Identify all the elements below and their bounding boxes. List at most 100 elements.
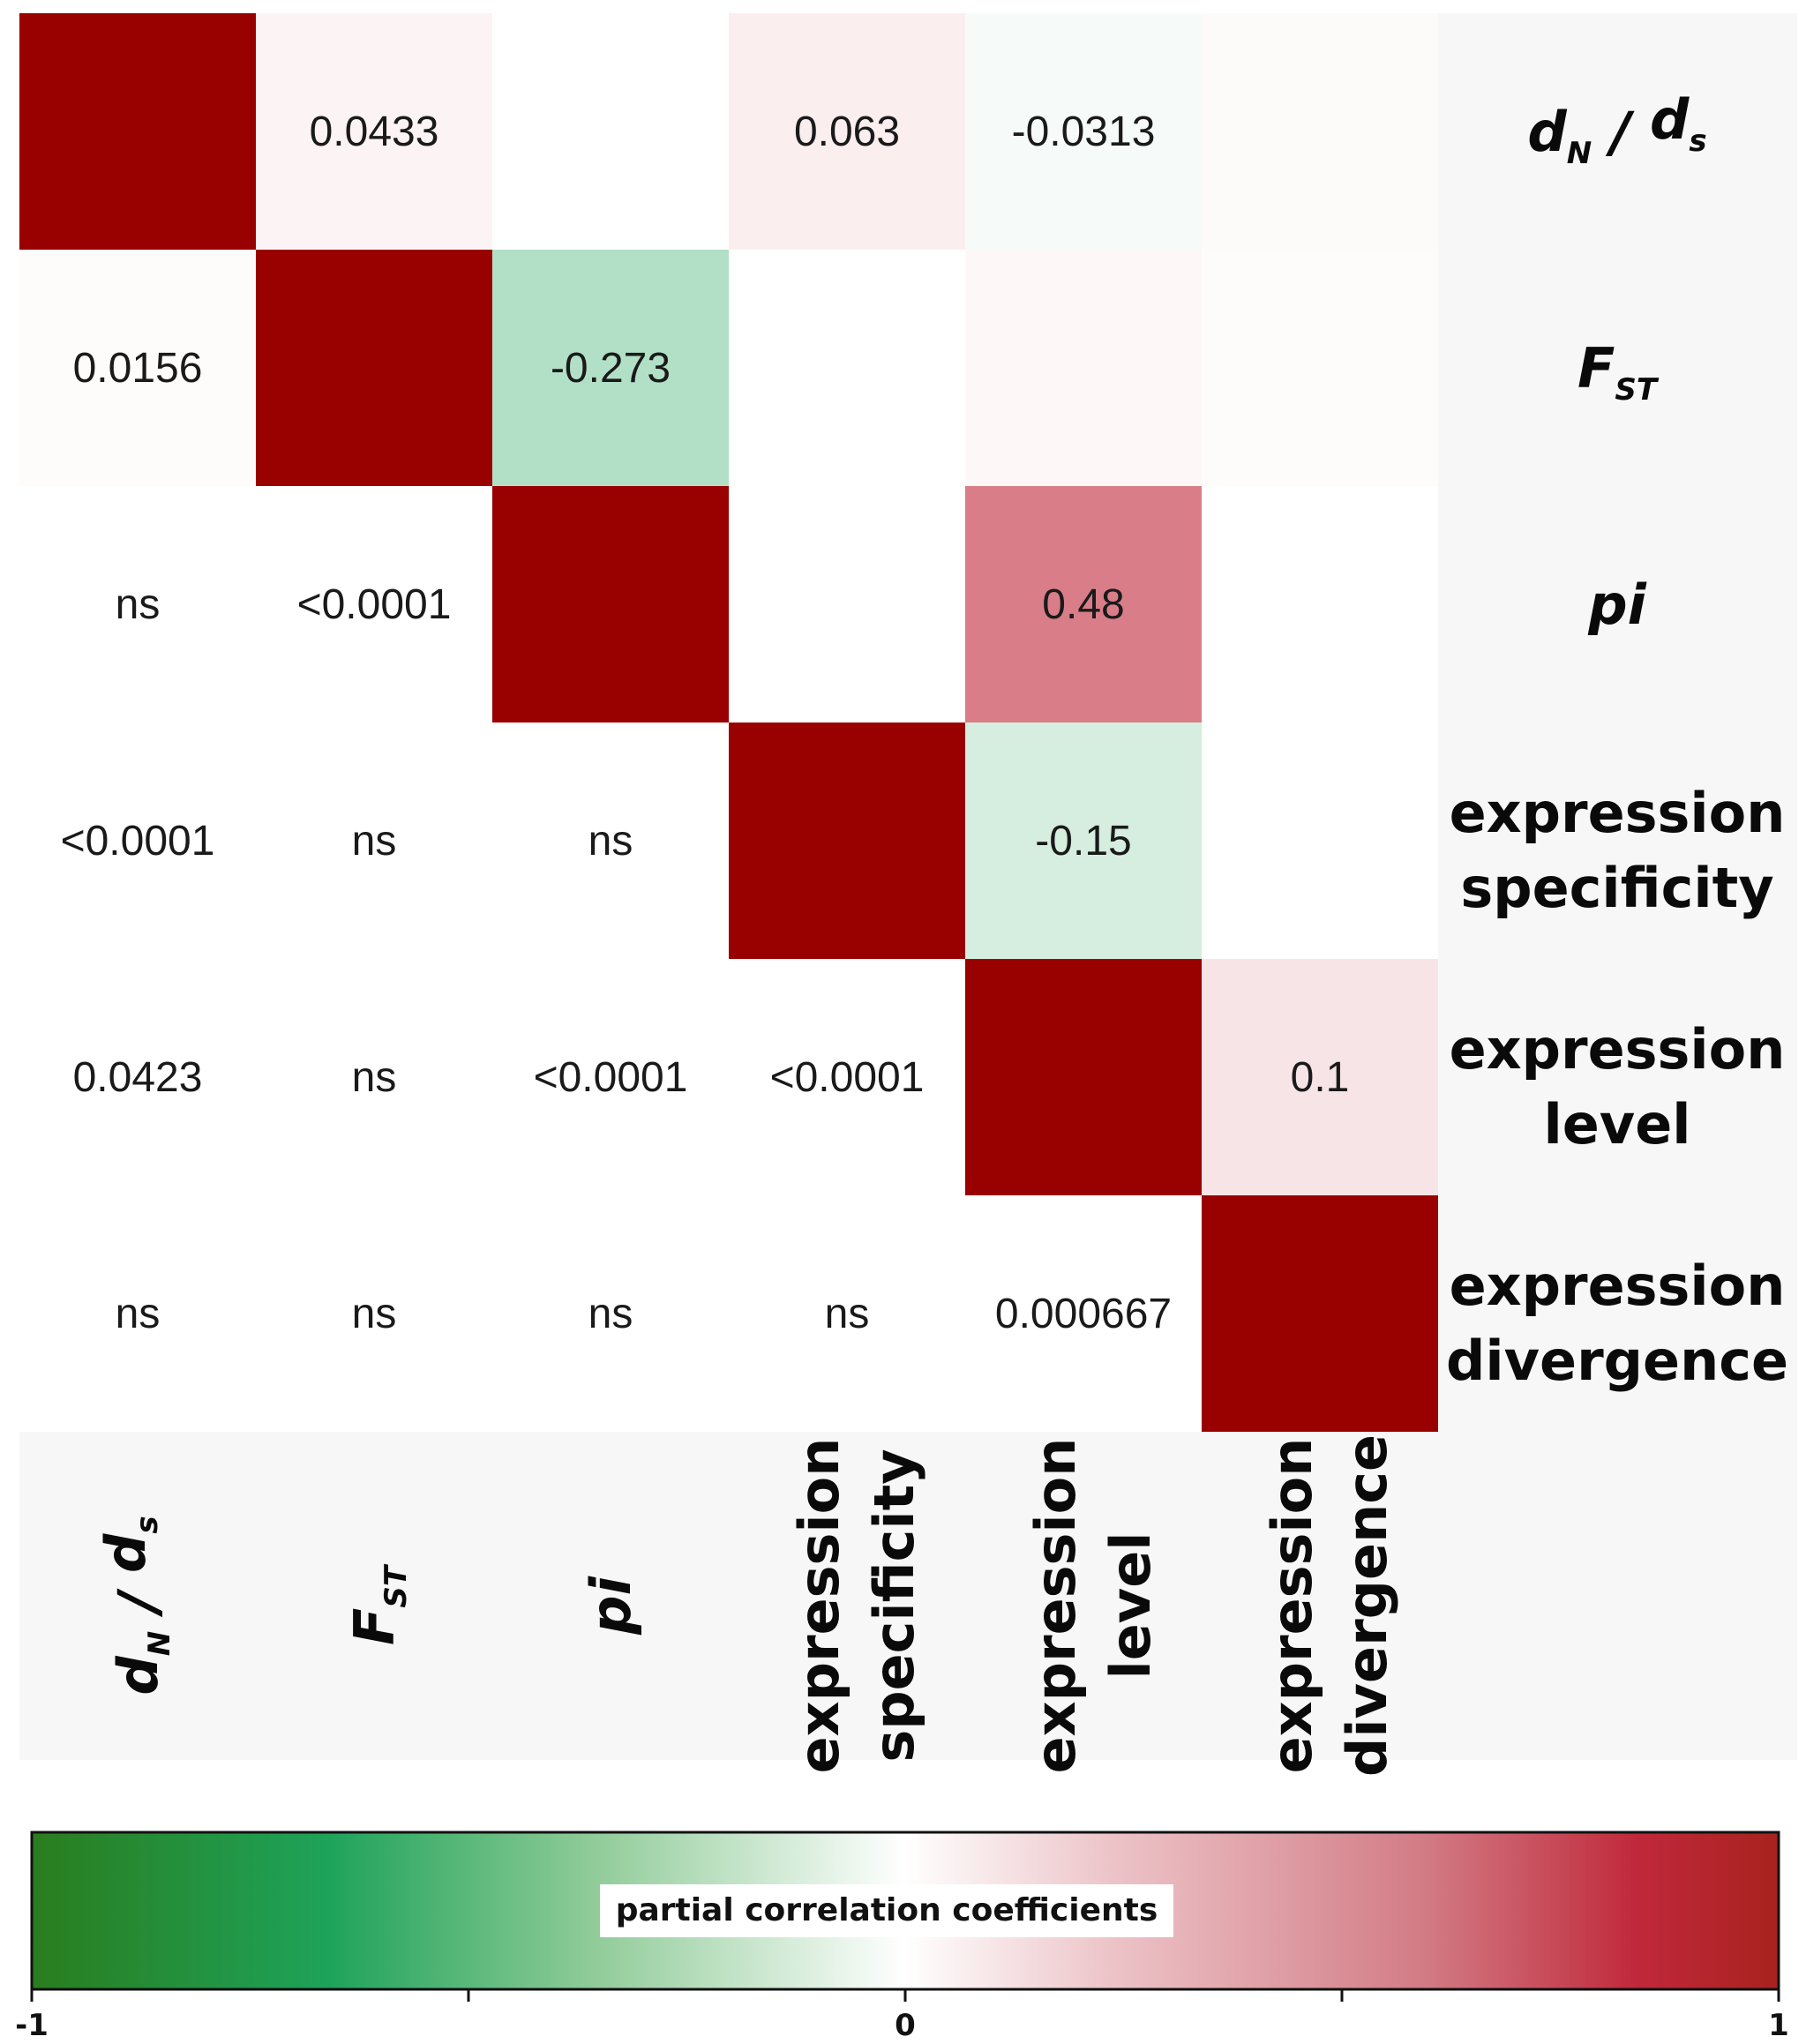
cell-value: ns [825,1291,870,1337]
row-label: FST [1577,336,1660,408]
label-subscript: s [130,1516,165,1533]
heatmap-cell [729,1195,965,1432]
heatmap-cell [729,13,965,250]
cell-value: 0.0433 [310,109,439,155]
heatmap-cell [1202,959,1438,1195]
heatmap-cell [19,250,256,486]
cell-value: <0.0001 [770,1054,925,1101]
colorbar-tick-label: 0 [895,2008,916,2043]
heatmap-cell [1202,486,1438,723]
label-part: pi [1587,573,1646,637]
label-panel-bottom [19,1429,1438,1760]
variable-label-line2: specificity [862,1449,926,1762]
diagonal-cell [965,959,1202,1195]
heatmap-cell [729,250,965,486]
variable-label: pi [1587,573,1646,637]
cell-value: 0.000667 [995,1291,1172,1337]
diagonal-cell [729,723,965,959]
heatmap-cell [965,723,1202,959]
label-part: d [1650,87,1690,152]
heatmap-cell [965,13,1202,250]
variable-label-line2: level [1543,1092,1690,1157]
colorbar-tick-label: 1 [1768,2008,1789,2043]
diagonal-cell [492,486,729,723]
cell-value: 0.063 [794,109,900,155]
column-label: expression divergence [1260,1434,1399,1777]
heatmap-cell [256,486,492,723]
heatmap-cell [492,1195,729,1432]
heatmap-cell [256,1195,492,1432]
variable-label-line1: expression [1023,1438,1088,1774]
column-label: expression level [1023,1438,1163,1774]
heatmap-cell [256,723,492,959]
label-subscript: s [1689,124,1706,159]
cell-value: 0.1 [1291,1054,1350,1101]
label-subscript: N [1567,136,1592,171]
variable-label: FST [1577,336,1660,408]
column-label: dN / ds [94,1516,177,1695]
heatmap-cell [965,1195,1202,1432]
heatmap-cell [965,486,1202,723]
variable-label: pi [579,1576,643,1635]
heatmap-cell [729,959,965,1195]
row-label: dN / ds [1527,87,1706,171]
cell-value: 0.0423 [73,1054,203,1101]
colorbar-tick-label: -1 [15,2008,49,2043]
heatmap-cell [492,723,729,959]
colorbar-ticks: -1 0 1 [15,1989,1789,2043]
row-label: expression level [1450,1017,1786,1157]
cell-value: 0.48 [1042,581,1124,628]
heatmap-cell [1202,723,1438,959]
diagonal-cell [19,13,256,250]
variable-label-line1: expression [787,1438,851,1774]
column-label: FST [342,1563,414,1645]
cell-value: ns [352,1291,397,1337]
row-labels: dN / dsFSTpiexpressionspecificityexpress… [1446,87,1788,1393]
diagonal-cell [1202,1195,1438,1432]
cell-value: -0.15 [1035,818,1131,865]
heatmap-cell [19,1195,256,1432]
label-part: F [342,1608,407,1645]
cell-value: ns [588,818,633,865]
label-part: d [94,1533,158,1573]
cell-value: ns [352,1054,397,1101]
cell-value: -0.0313 [1012,109,1156,155]
row-label: pi [1587,573,1646,637]
variable-label: dN / ds [1527,87,1706,171]
cell-value: <0.0001 [61,818,215,865]
cell-value: ns [588,1291,633,1337]
variable-label: FST [342,1563,414,1645]
variable-label-line1: expression [1450,1254,1786,1318]
heatmap-cell [492,250,729,486]
label-part: / [106,1573,170,1631]
heatmap-cell [19,723,256,959]
label-part: F [1577,336,1615,401]
label-subscript: ST [378,1563,414,1607]
colorbar-title: partial correlation coefficients [616,1892,1158,1928]
variable-label-line1: expression [1450,781,1786,845]
variable-label-line2: divergence [1335,1434,1399,1777]
cell-value: -0.273 [551,345,671,392]
heatmap-cell [492,13,729,250]
column-label: expression specificity [787,1438,926,1774]
cell-value: ns [116,1291,161,1337]
label-subscript: ST [1615,372,1659,408]
variable-label-line1: expression [1450,1017,1786,1082]
cell-value: ns [116,581,161,628]
colorbar-title-box [600,1884,1173,1937]
heatmap-cell [1202,13,1438,250]
label-part: d [1527,100,1567,164]
heatmap-cell [492,959,729,1195]
heatmap-cells: 0.0433 0.063 -0.0313 0.0156 -0.273 ns <0.0001 0… [19,13,1438,1432]
heatmap-cell [729,486,965,723]
variable-label-line1: expression [1260,1438,1324,1774]
heatmap-cell [1202,250,1438,486]
colorscale-legend: partial correlation coefficients -1 0 1 [15,1831,1789,2043]
heatmap-cell [19,486,256,723]
heatmap-cell [256,13,492,250]
heatmap-cell [19,959,256,1195]
row-label: expression divergence [1446,1254,1788,1393]
cell-value: <0.0001 [534,1054,688,1101]
